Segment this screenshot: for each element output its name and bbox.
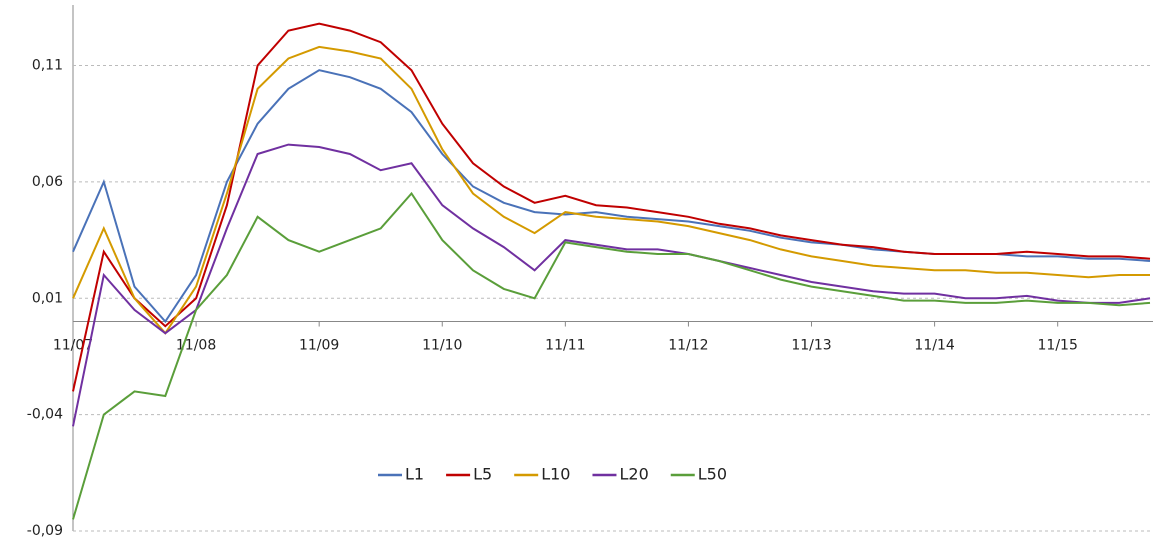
x-tick-label: 11/09 — [299, 338, 339, 354]
legend-label: L20 — [619, 465, 648, 484]
x-tick-label: 11/11 — [545, 338, 585, 354]
y-tick-label: -0,09 — [27, 523, 63, 539]
legend-label: L10 — [541, 465, 570, 484]
y-tick-label: 0,01 — [32, 290, 63, 306]
series-line — [72, 69, 1151, 324]
series-line — [72, 22, 1151, 392]
series-line — [72, 143, 1151, 427]
series-line — [72, 45, 1150, 335]
x-tick-label: 11/15 — [1038, 338, 1078, 354]
x-tick-label: 11/10 — [422, 338, 462, 354]
x-tick-label: 11/12 — [668, 338, 708, 354]
y-tick-label: 0,06 — [32, 174, 63, 190]
x-tick-label: 11/08 — [176, 338, 216, 354]
series-line — [72, 191, 1151, 520]
x-tick-label: 11/14 — [914, 338, 954, 354]
y-tick-label: -0,04 — [27, 407, 63, 423]
x-tick-label: 11/07 — [53, 338, 93, 354]
y-tick-label: 0,11 — [32, 58, 63, 74]
legend-label: L5 — [473, 465, 492, 484]
legend-label: L50 — [698, 465, 727, 484]
legend-label: L1 — [405, 465, 424, 484]
x-tick-label: 11/13 — [791, 338, 831, 354]
